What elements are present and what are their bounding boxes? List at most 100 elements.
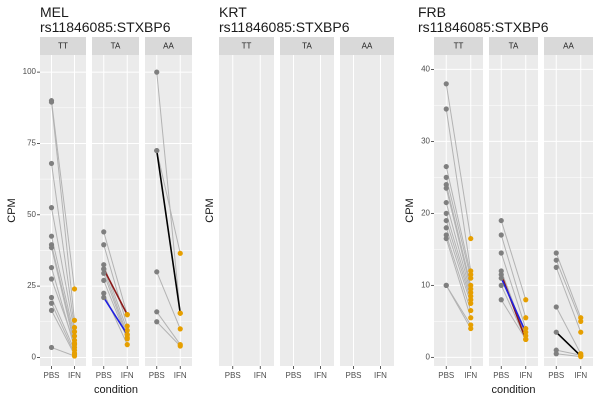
- mel-facet-aa-pair-line: [156, 72, 181, 314]
- mel-facet-tt-strip-label: TT: [58, 42, 68, 51]
- krt-facet-tt-x-tick-label: PBS: [225, 371, 241, 380]
- mel-facet-aa-strip-label: AA: [163, 42, 174, 51]
- frb-facet-tt-pbs-point: [443, 106, 449, 112]
- mel-facet-ta-pair-line: [103, 244, 128, 327]
- frb-facet-tt-ifn-point: [468, 300, 474, 306]
- mel-facet-tt-pbs-point: [48, 294, 55, 301]
- frb-facet-tt-pbs-point: [443, 174, 449, 180]
- krt-subtitle: rs11846085:STXBP6: [219, 19, 350, 35]
- frb-facet-aa-pair-line: [556, 353, 581, 358]
- mel-facet-tt-pbs-point: [48, 244, 55, 251]
- krt-facet-aa-x-tick-label: PBS: [345, 371, 361, 380]
- frb-facet-ta-pair-line: [500, 234, 527, 318]
- mel-facet-tt-ifn-point: [71, 353, 78, 359]
- frb-facet-tt-ifn-point: [468, 293, 474, 299]
- mel-facet-tt-x-tick-label: PBS: [43, 371, 59, 380]
- mel-facet-aa-pair-line: [156, 271, 181, 330]
- mel-facet-aa-pair-line: [156, 150, 181, 254]
- krt-facet-ta-strip: [280, 37, 334, 55]
- krt-facet-tt-x-tick-label: IFN: [254, 371, 267, 380]
- frb-facet-ta-pbs-point: [498, 250, 504, 256]
- mel-facet-tt-pbs-point: [48, 300, 55, 306]
- mel-facet-tt-x-tick-label: IFN: [68, 371, 81, 380]
- frb-facet-tt-pair-line: [445, 166, 472, 275]
- mel-facet-tt-pbs-point: [48, 160, 55, 167]
- frb-facet-ta-pair-line: [500, 299, 527, 340]
- frb-facet-aa-pbs-point: [553, 264, 559, 270]
- frb-facet-tt-pbs-point: [443, 81, 449, 87]
- frb-facet-tt-pbs-point: [443, 210, 449, 216]
- mel-facet-aa-pair-line: [156, 321, 181, 347]
- frb-facet-tt-pair-line: [445, 238, 472, 318]
- frb-facet-tt-ifn-point: [468, 271, 474, 278]
- frb-facet-tt-pbs-point: [443, 282, 449, 288]
- frb-facet-aa-ifn-point: [578, 353, 584, 359]
- mel-facet-aa-x-tick-label: PBS: [149, 371, 165, 380]
- mel-facet-ta-strip: [92, 37, 139, 55]
- frb-facet-tt-pair-line: [445, 234, 472, 311]
- mel-facet-aa-ifn-point: [177, 250, 183, 256]
- frb-facet-tt-pair-line: [445, 285, 472, 329]
- mel-facet-aa-panel: [145, 55, 192, 366]
- frb-facet-ta-ifn-point: [523, 329, 529, 335]
- frb-facet-aa-pbs-point: [553, 351, 559, 357]
- frb-facet-ta-panel: [489, 55, 538, 366]
- mel-facet-tt-pbs-point: [48, 264, 55, 271]
- mel-facet-aa-pbs-point: [154, 309, 160, 315]
- frb-facet-tt-ifn-point: [468, 286, 474, 292]
- frb-facet-ta-ifn-point: [523, 315, 529, 321]
- frb-facet-ta-ifn-point: [523, 325, 529, 332]
- mel-facet-tt-pair-line: [51, 247, 75, 345]
- krt-facet-tt-strip: [219, 37, 274, 55]
- frb-facet-aa-pair-line: [555, 259, 582, 322]
- frb-facet-aa-pbs-point: [553, 257, 559, 263]
- mel-facet-ta-ifn-point: [124, 332, 130, 338]
- mel-facet-tt-ifn-point: [71, 317, 78, 323]
- mel-facet-ta-x-tick-label: IFN: [121, 371, 134, 380]
- frb-facet-tt-pbs-point: [443, 163, 449, 170]
- frb-facet-tt-strip-label: TT: [454, 42, 464, 51]
- mel-facet-ta-pbs-point: [101, 266, 107, 272]
- frb-facet-aa-strip-label: AA: [563, 42, 574, 51]
- frb-facet-aa-panel: [544, 55, 593, 366]
- mel-y-tick-label: 100: [23, 67, 37, 76]
- mel-facet-tt-ifn-point: [71, 333, 78, 339]
- frb-facet-tt-ifn-point: [468, 297, 474, 303]
- frb-facet-tt-pbs-point: [443, 235, 449, 242]
- mel-facet-ta-pbs-point: [101, 229, 107, 235]
- krt-title: KRT: [219, 4, 247, 20]
- frb-facet-tt-pair-line: [445, 184, 472, 286]
- frb-facet-tt-pair-line: [445, 227, 472, 304]
- frb-facet-aa-x-tick-label: PBS: [548, 371, 564, 380]
- frb-facet-ta-pair-line: [500, 220, 527, 300]
- frb-facet-ta-pair-line: [500, 252, 527, 329]
- krt-facet-aa-strip-label: AA: [362, 42, 373, 51]
- frb-facet-aa-pair-line: [556, 349, 581, 356]
- frb-facet-aa-pair-line: [555, 252, 582, 318]
- mel-facet-tt-pbs-point: [48, 276, 55, 282]
- frb-facet-ta-pbs-point: [498, 217, 504, 224]
- mel-facet-aa-pbs-point: [154, 319, 160, 325]
- frb-facet-tt-ifn-point: [468, 275, 474, 281]
- mel-facet-tt-ifn-point: [71, 324, 78, 331]
- frb-facet-tt-pbs-point: [443, 185, 449, 191]
- krt-facet-tt-strip-label: TT: [242, 42, 252, 51]
- frb-facet-ta-strip: [489, 37, 538, 55]
- frb-facet-ta-x-tick-label: PBS: [493, 371, 509, 380]
- mel-facet-aa-ifn-point: [177, 310, 183, 316]
- mel-facet-ta-pbs-point: [101, 262, 107, 268]
- frb-y-tick-label: 20: [421, 208, 430, 217]
- mel-facet-ta-pbs-point: [101, 270, 107, 276]
- mel-facet-aa-x-tick-label: IFN: [174, 371, 187, 380]
- frb-facet-tt-pair-line: [445, 202, 472, 293]
- krt-facet-aa-panel: [340, 55, 394, 366]
- krt-y-axis-label: CPM: [204, 198, 216, 222]
- mel-facet-ta-pbs-point: [101, 294, 107, 301]
- mel-facet-tt-ifn-point: [71, 340, 78, 346]
- frb-y-tick-label: 10: [421, 280, 430, 289]
- mel-facet-ta-ifn-point: [124, 342, 130, 348]
- mel-facet-aa-ifn-point: [177, 343, 183, 349]
- frb-facet-tt-ifn-point: [468, 289, 474, 296]
- krt-facet-ta-x-tick-label: PBS: [285, 371, 301, 380]
- mel-y-axis-label: CPM: [6, 198, 18, 222]
